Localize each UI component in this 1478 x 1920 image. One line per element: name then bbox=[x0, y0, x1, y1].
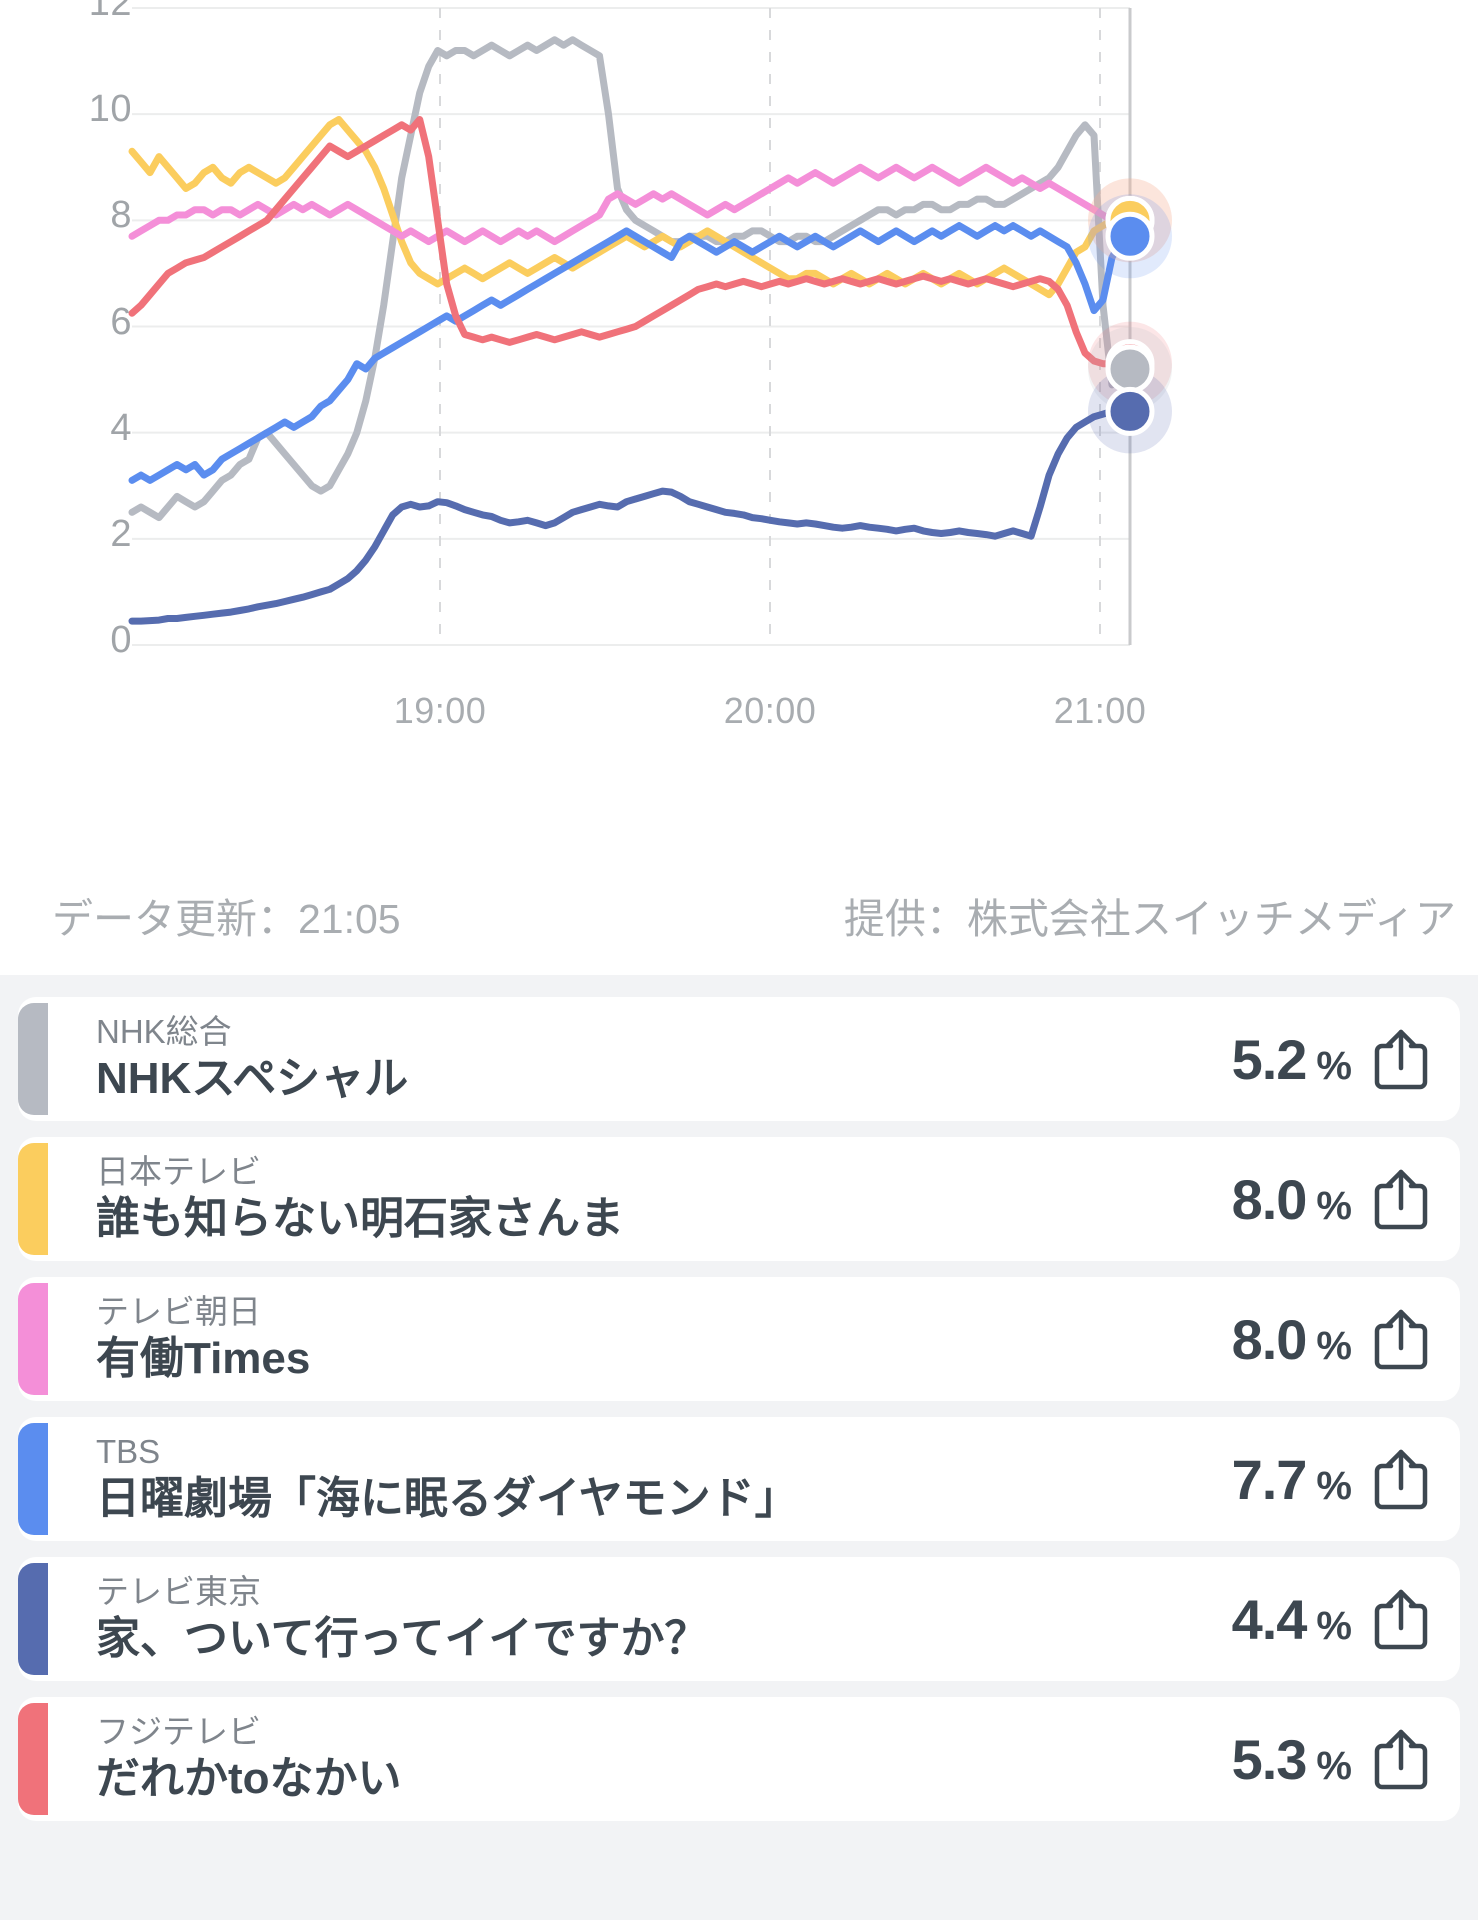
program-title: 日曜劇場「海に眠るダイヤモンド」 bbox=[96, 1474, 799, 1524]
y-tick-label: 12 bbox=[88, 0, 132, 24]
series-line-1 bbox=[128, 116, 1134, 299]
share-up-icon[interactable] bbox=[1370, 1306, 1432, 1372]
share-up-icon[interactable] bbox=[1370, 1446, 1432, 1512]
rating-value: 5.2 bbox=[1231, 1027, 1308, 1091]
rating-value: 7.7 bbox=[1231, 1447, 1308, 1511]
series-line-2 bbox=[128, 163, 1134, 246]
channel-name: テレビ東京 bbox=[96, 1573, 261, 1611]
endpoint-dot-4 bbox=[1105, 344, 1155, 394]
rating-value-group: 7.7% bbox=[1232, 1447, 1354, 1512]
data-updated-label: データ更新：21:05 bbox=[52, 896, 401, 942]
channel-color-bar bbox=[18, 1283, 48, 1395]
channel-color-bar bbox=[18, 1003, 48, 1115]
channel-name: フジテレビ bbox=[96, 1713, 261, 1751]
y-tick-label: 6 bbox=[110, 300, 132, 343]
x-tick-label: 21:00 bbox=[1053, 690, 1147, 731]
program-row[interactable]: 日本テレビ 誰も知らない明石家さんま 8.0% bbox=[18, 1137, 1460, 1261]
program-row[interactable]: テレビ朝日 有働Times 8.0% bbox=[18, 1277, 1460, 1401]
channel-color-bar bbox=[18, 1703, 48, 1815]
program-row-metrics: 4.4% bbox=[1232, 1586, 1460, 1652]
x-tick-label: 20:00 bbox=[723, 690, 817, 731]
y-tick-label: 2 bbox=[110, 512, 132, 555]
y-tick-label: 8 bbox=[110, 194, 132, 237]
program-row-text: NHK総合 NHKスペシャル bbox=[96, 1013, 1232, 1105]
rating-value-group: 8.0% bbox=[1232, 1307, 1354, 1372]
percent-sign: % bbox=[1316, 1603, 1352, 1648]
x-tick-label: 19:00 bbox=[393, 690, 487, 731]
program-title: だれかtoなかい bbox=[96, 1754, 402, 1804]
share-up-icon[interactable] bbox=[1370, 1726, 1432, 1792]
program-row-text: テレビ東京 家、ついて行ってイイですか？ bbox=[96, 1573, 1232, 1665]
program-row[interactable]: NHK総合 NHKスペシャル 5.2% bbox=[18, 997, 1460, 1121]
program-row-metrics: 5.2% bbox=[1232, 1026, 1460, 1092]
share-up-icon[interactable] bbox=[1370, 1166, 1432, 1232]
channel-name: TBS bbox=[96, 1433, 161, 1471]
program-title: 誰も知らない明石家さんま bbox=[96, 1194, 624, 1244]
program-row-text: フジテレビ だれかtoなかい bbox=[96, 1713, 1232, 1805]
chart-footer: データ更新：21:05 提供：株式会社スイッチメディア bbox=[0, 880, 1478, 950]
program-row-text: テレビ朝日 有働Times bbox=[96, 1293, 1232, 1385]
program-row-metrics: 7.7% bbox=[1232, 1446, 1460, 1512]
channel-name: 日本テレビ bbox=[96, 1153, 261, 1191]
percent-sign: % bbox=[1316, 1463, 1352, 1508]
rating-value: 4.4 bbox=[1231, 1587, 1308, 1651]
percent-sign: % bbox=[1316, 1323, 1352, 1368]
program-row-metrics: 5.3% bbox=[1232, 1726, 1460, 1792]
series-line-5 bbox=[128, 116, 1134, 368]
rating-value-group: 8.0% bbox=[1232, 1167, 1354, 1232]
program-row[interactable]: フジテレビ だれかtoなかい 5.3% bbox=[18, 1697, 1460, 1821]
y-tick-label: 4 bbox=[110, 406, 132, 449]
channel-color-bar bbox=[18, 1423, 48, 1535]
percent-sign: % bbox=[1316, 1043, 1352, 1088]
program-title: 有働Times bbox=[96, 1334, 311, 1384]
program-title: NHKスペシャル bbox=[96, 1054, 409, 1104]
series-line-4 bbox=[128, 407, 1134, 625]
data-provider-label: 提供：株式会社スイッチメディア bbox=[843, 896, 1456, 942]
channel-color-bar bbox=[18, 1143, 48, 1255]
chart-canvas bbox=[128, 7, 1172, 646]
percent-sign: % bbox=[1316, 1183, 1352, 1228]
program-row-metrics: 8.0% bbox=[1232, 1306, 1460, 1372]
share-up-icon[interactable] bbox=[1370, 1026, 1432, 1092]
rating-value-group: 4.4% bbox=[1232, 1587, 1354, 1652]
y-tick-label: 10 bbox=[88, 88, 132, 131]
series-line-0 bbox=[128, 36, 1134, 522]
share-up-icon[interactable] bbox=[1370, 1586, 1432, 1652]
channel-color-bar bbox=[18, 1563, 48, 1675]
channel-name: テレビ朝日 bbox=[96, 1293, 261, 1331]
program-list: NHK総合 NHKスペシャル 5.2% 日本テレビ 誰も知らない明石家さんま 8.0% テレ… bbox=[0, 975, 1478, 1920]
endpoint-dot-5 bbox=[1105, 386, 1155, 436]
program-row[interactable]: テレビ東京 家、ついて行ってイイですか？ 4.4% bbox=[18, 1557, 1460, 1681]
rating-value: 8.0 bbox=[1231, 1307, 1308, 1371]
y-tick-label: 0 bbox=[110, 619, 132, 661]
rating-value-group: 5.3% bbox=[1232, 1727, 1354, 1792]
endpoint-dot-2 bbox=[1105, 211, 1155, 261]
program-row-text: 日本テレビ 誰も知らない明石家さんま bbox=[96, 1153, 1232, 1245]
ratings-chart: 12 10 8 6 4 2 0 19:00 20:00 21:00 データ更新：21:05 提供… bbox=[0, 0, 1478, 950]
percent-sign: % bbox=[1316, 1743, 1352, 1788]
program-row-metrics: 8.0% bbox=[1232, 1166, 1460, 1232]
program-row-text: TBS 日曜劇場「海に眠るダイヤモンド」 bbox=[96, 1433, 1232, 1525]
program-title: 家、ついて行ってイイですか？ bbox=[96, 1614, 709, 1664]
series-line-3 bbox=[128, 222, 1134, 484]
channel-name: NHK総合 bbox=[96, 1013, 232, 1051]
rating-value: 5.3 bbox=[1231, 1727, 1308, 1791]
program-row[interactable]: TBS 日曜劇場「海に眠るダイヤモンド」 7.7% bbox=[18, 1417, 1460, 1541]
rating-value-group: 5.2% bbox=[1232, 1027, 1354, 1092]
rating-value: 8.0 bbox=[1231, 1167, 1308, 1231]
